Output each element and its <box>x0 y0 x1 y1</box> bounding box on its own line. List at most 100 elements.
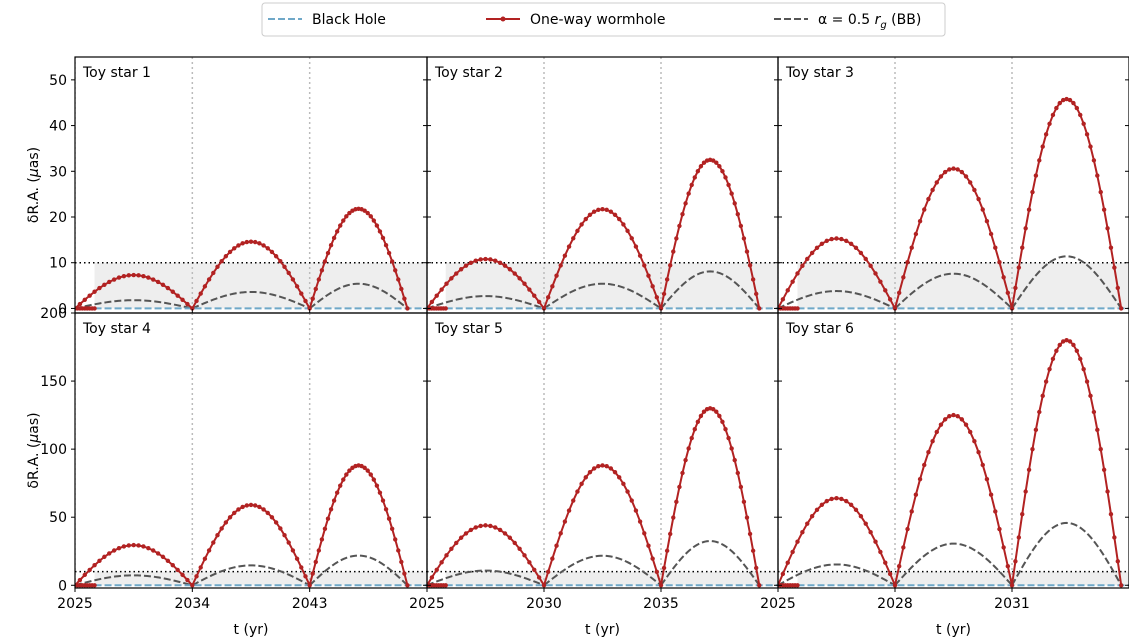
wormhole-point <box>402 571 407 576</box>
wormhole-point <box>244 239 250 245</box>
wormhole-point <box>741 236 747 241</box>
wormhole-point <box>331 498 337 503</box>
wormhole-point <box>901 545 906 550</box>
wormhole-point <box>219 259 224 264</box>
threshold-shade <box>94 262 427 309</box>
wormhole-point <box>873 271 878 276</box>
wormhole-point <box>583 216 588 222</box>
wormhole-point <box>587 470 593 475</box>
wormhole-point <box>853 245 859 251</box>
wormhole-point <box>658 583 664 588</box>
wormhole-point <box>1033 427 1039 433</box>
wormhole-point <box>180 572 185 578</box>
wormhole-point <box>232 246 237 251</box>
wormhole-point <box>951 412 956 418</box>
wormhole-point <box>322 526 328 531</box>
wormhole-point <box>405 306 410 311</box>
wormhole-point <box>947 167 952 172</box>
wormhole-point <box>790 279 795 284</box>
wormhole-point <box>926 450 931 455</box>
wormhole-point <box>319 537 325 542</box>
wormhole-point <box>344 472 349 477</box>
wormhole-point <box>307 583 312 588</box>
bb-series-line <box>778 521 1123 587</box>
wormhole-point <box>664 277 670 282</box>
wormhole-point <box>362 208 367 213</box>
wormhole-point <box>575 489 580 494</box>
wormhole-point <box>604 207 609 213</box>
wormhole-point <box>365 210 370 216</box>
wormhole-point <box>591 209 597 214</box>
wormhole-point <box>497 527 503 533</box>
wormhole-point <box>286 540 291 545</box>
wormhole-point <box>887 571 893 577</box>
panel-title: Toy star 2 <box>434 65 503 81</box>
wormhole-point <box>741 499 747 505</box>
wormhole-point <box>873 539 878 544</box>
wormhole-point <box>629 236 634 241</box>
wormhole-point <box>883 288 888 293</box>
wormhole-point <box>227 249 233 255</box>
wormhole-point <box>223 254 229 259</box>
wormhole-point <box>1026 467 1032 472</box>
wormhole-point <box>478 257 483 262</box>
wormhole-point <box>126 273 131 278</box>
wormhole-point <box>750 277 756 282</box>
wormhole-point <box>747 531 753 537</box>
wormhole-point <box>976 196 981 202</box>
wormhole-point <box>1112 265 1117 270</box>
wormhole-point <box>819 502 825 507</box>
wormhole-point <box>1050 356 1056 362</box>
wormhole-point <box>116 545 122 551</box>
wormhole-point <box>541 583 547 588</box>
wormhole-point <box>633 508 639 513</box>
wormhole-point <box>278 526 283 531</box>
wormhole-point <box>215 533 220 538</box>
wormhole-point <box>473 258 478 263</box>
wormhole-point <box>717 164 722 169</box>
wormhole-point <box>591 466 597 471</box>
wormhole-point <box>141 273 146 279</box>
wormhole-point <box>617 216 622 222</box>
wormhole-point <box>244 503 250 508</box>
wormhole-point <box>905 526 910 532</box>
y-tick-label: 10 <box>49 256 67 272</box>
wormhole-point <box>377 490 383 495</box>
wormhole-point <box>380 235 386 241</box>
threshold-shade <box>797 262 1129 309</box>
wormhole-point <box>261 243 266 248</box>
wormhole-point <box>1081 121 1086 126</box>
y-axis-label: δR.A. (μas) <box>26 147 42 223</box>
wormhole-point <box>913 231 919 237</box>
x-axis-label: t (yr) <box>234 622 269 638</box>
wormhole-point <box>720 419 725 424</box>
wormhole-point <box>316 548 322 553</box>
wormhole-point <box>325 516 331 521</box>
wormhole-point <box>1119 583 1124 588</box>
wormhole-point <box>488 257 493 262</box>
wormhole-point <box>374 483 380 488</box>
wormhole-point <box>868 530 873 535</box>
wormhole-point <box>1101 467 1107 472</box>
wormhole-point <box>1098 446 1103 452</box>
wormhole-point <box>930 438 935 444</box>
wormhole-point <box>92 563 97 568</box>
wormhole-point <box>402 296 407 301</box>
wormhole-point <box>909 509 914 514</box>
wormhole-point <box>839 236 844 242</box>
wormhole-point <box>997 260 1002 265</box>
wormhole-point <box>738 484 744 490</box>
wormhole-point <box>596 207 601 213</box>
wormhole-point <box>478 523 483 529</box>
wormhole-point <box>646 273 651 278</box>
wormhole-point <box>668 531 673 537</box>
wormhole-point <box>1067 339 1073 344</box>
wormhole-point <box>878 279 883 284</box>
wormhole-point <box>671 249 676 254</box>
wormhole-point <box>654 569 660 575</box>
wormhole-point <box>650 556 655 561</box>
wormhole-point <box>136 543 141 548</box>
wormhole-point <box>536 299 542 305</box>
wormhole-point <box>219 526 224 531</box>
wormhole-point <box>942 169 948 175</box>
